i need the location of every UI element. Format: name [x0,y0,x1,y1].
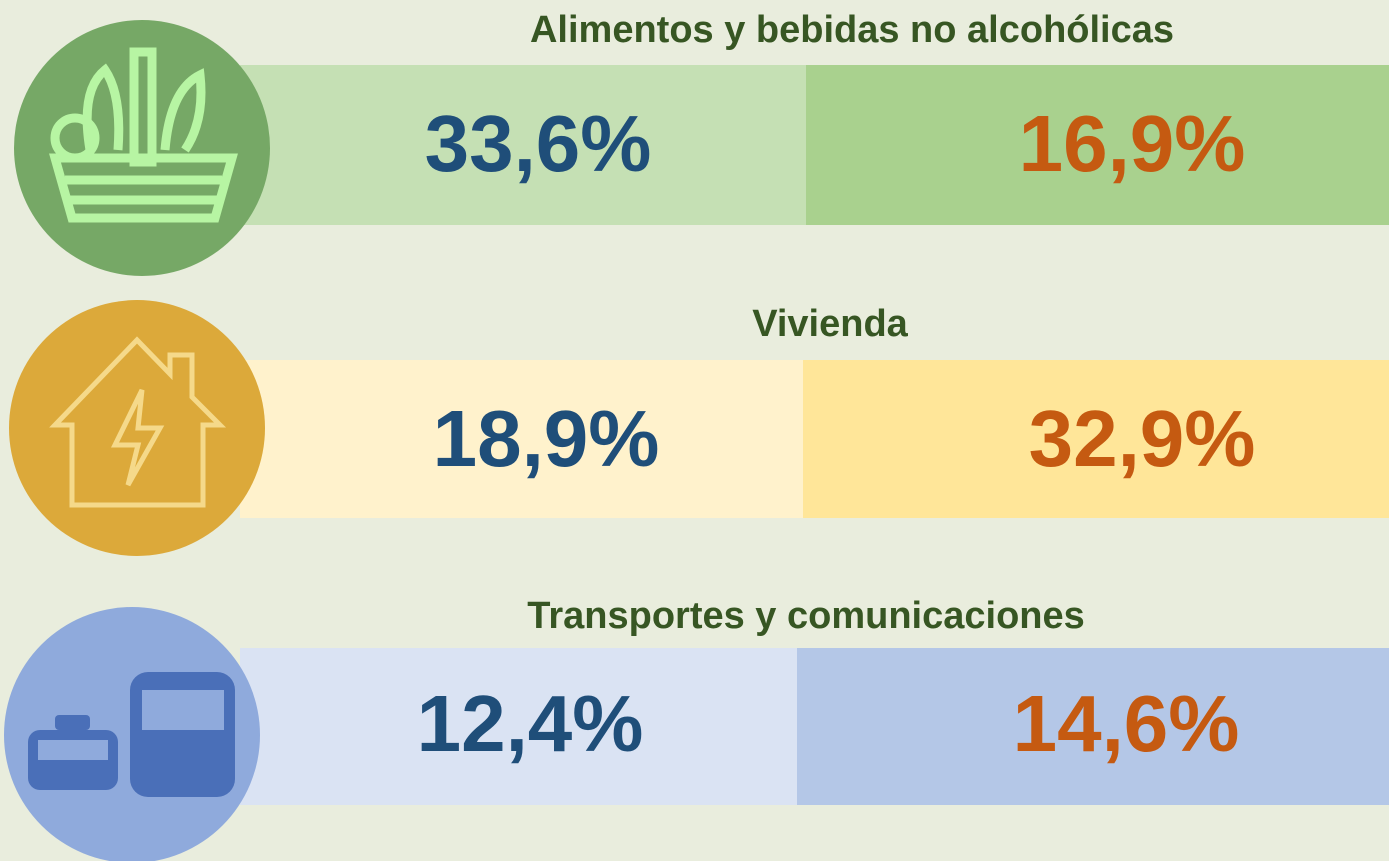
right-value: 16,9% [1019,99,1246,188]
left-band [240,648,797,805]
left-band [240,360,803,518]
house-icon [49,336,227,508]
right-band [806,65,1389,225]
right-value: 32,9% [1029,394,1256,483]
left-band [240,65,806,225]
row-title: Alimentos y bebidas no alcohólicas [530,9,1174,51]
left-value: 18,9% [433,394,660,483]
left-value: 12,4% [417,679,644,768]
left-value: 33,6% [425,99,652,188]
right-value: 14,6% [1013,679,1240,768]
row-title: Transportes y comunicaciones [527,595,1085,637]
basket-icon [49,47,238,223]
right-band [797,648,1389,805]
food-icon-circle [14,20,270,276]
vehicles-icon [28,672,235,797]
right-band [803,360,1389,518]
row-title: Vivienda [752,303,908,345]
